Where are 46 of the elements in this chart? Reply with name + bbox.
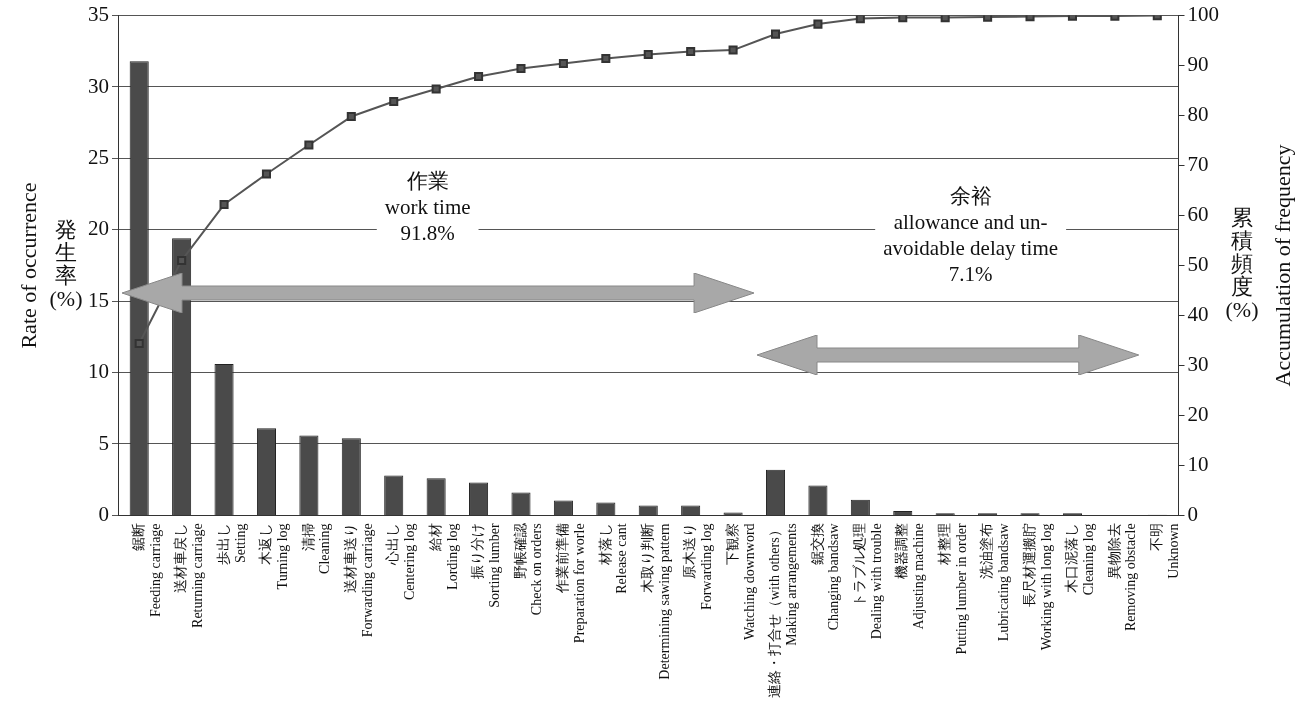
x-tick-label: トラブル処理 Dealing with trouble — [852, 523, 884, 640]
y2-tick-label: 60 — [1187, 202, 1209, 227]
x-tick-label: 洗油塗布 Lubricating bandsaw — [979, 522, 1012, 642]
x-tick-label: 材落し Release cant — [597, 523, 630, 594]
annotation: 余裕 allowance and un- avoidable delay time 7.1% — [883, 184, 1059, 287]
x-tick-label: 原木送り Forwarding log — [682, 523, 715, 611]
y-tick-label: 35 — [88, 2, 109, 27]
annotation: 作業 work time 91.8% — [384, 168, 471, 245]
x-tick-label: 木取り判断 Determining sawing pattern — [639, 523, 672, 680]
x-tick-label: 鋸交換 Changing bandsaw — [809, 522, 842, 631]
y2-tick-label: 20 — [1187, 401, 1209, 426]
y2-tick-label: 80 — [1187, 102, 1209, 127]
x-tick-label: 振り分け Sorting lumber — [470, 523, 503, 608]
x-tick-label: 清掃 Cleaning — [300, 523, 333, 574]
x-tick-label: 機器調整 Adjusting machine — [894, 523, 927, 630]
x-tick-label: 歩出し Setting — [215, 523, 248, 566]
x-tick-label: 給材 Lording log — [427, 523, 460, 590]
y2-tick-label: 90 — [1187, 52, 1209, 77]
x-tick-label: 木口泥落し Cleaning log — [1064, 523, 1096, 596]
y-tick-label: 10 — [88, 359, 109, 384]
y-tick-label: 25 — [88, 144, 109, 169]
y-tick-label: 0 — [98, 501, 109, 526]
y2-tick-label: 70 — [1187, 152, 1209, 177]
y-tick-label: 20 — [88, 216, 109, 241]
y2-tick-label: 100 — [1187, 2, 1219, 27]
y2-tick-label: 40 — [1187, 301, 1209, 326]
x-tick-label: 送材車送り Forwarding carriage — [342, 523, 375, 638]
x-tick-label: 材整理 Putting lumber in order — [936, 523, 969, 655]
y-tick-label: 5 — [98, 430, 109, 455]
y2-tick-label: 0 — [1187, 501, 1198, 526]
y2-tick-label: 50 — [1187, 252, 1209, 277]
y2-tick-label: 30 — [1187, 351, 1209, 376]
x-tick-label: 送材車戻し Returning carriage — [173, 523, 206, 628]
x-tick-label: 作業前準備 Preparation for worle — [555, 523, 587, 644]
x-tick-label: 野帳確認 Check on orders — [512, 523, 545, 616]
x-tick-label: 異物除去 Removing obstacle — [1106, 523, 1139, 632]
x-tick-label: 鋸断 Feeding carriage — [130, 523, 163, 618]
y-tick-label: 30 — [88, 73, 109, 98]
x-tick-label: 長尺材運搬貯 Working with long log — [1021, 523, 1054, 651]
x-tick-label: 下観察 Watching downword — [724, 523, 757, 641]
x-tick-label: 木返し Turning log — [258, 523, 290, 590]
y-tick-label: 15 — [88, 287, 109, 312]
y2-tick-label: 10 — [1187, 451, 1209, 476]
x-tick-label: 連絡・打合せ（with others） Making arrangements — [767, 523, 799, 699]
x-tick-label: 不明 Unknown — [1148, 523, 1181, 579]
x-tick-label: 心出し Centering log — [385, 523, 418, 601]
